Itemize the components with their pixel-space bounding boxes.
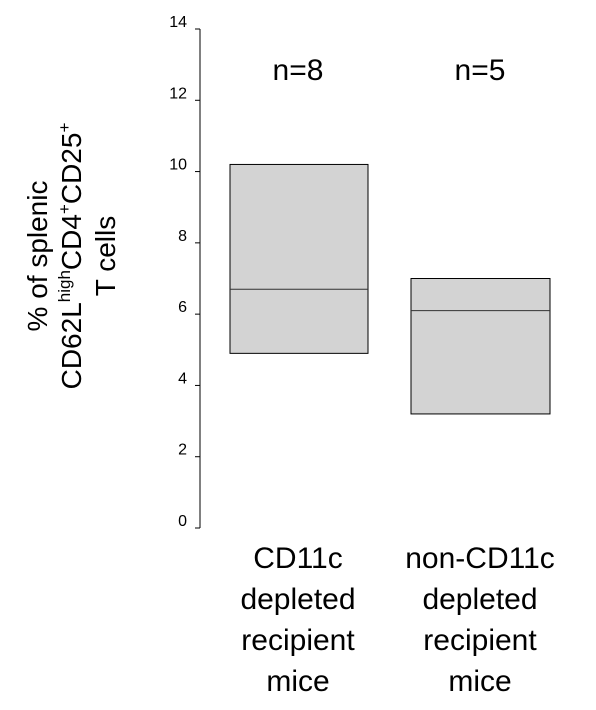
- box-2: [410, 278, 551, 415]
- category-label-1-line-4: mice: [266, 665, 329, 698]
- n-label-1: n=8: [273, 54, 324, 87]
- y-tick-label: 10: [169, 157, 187, 174]
- y-tick-label: 12: [169, 85, 187, 102]
- y-title-cd62l: CD62L: [56, 302, 87, 389]
- y-axis: 0 2 4 6 8 10 12 14: [169, 14, 201, 530]
- y-axis-title: % of splenic CD62LhighCD4+CD25+ T cells: [22, 123, 121, 390]
- y-tick-label: 4: [178, 370, 187, 387]
- boxes: [229, 163, 551, 415]
- y-title-cd4: CD4: [56, 214, 87, 270]
- category-label-1-line-2: depleted: [240, 583, 355, 616]
- category-label-2-line-4: mice: [448, 665, 511, 698]
- y-axis-title-line-3: T cells: [90, 216, 121, 296]
- y-title-plus-superscript-1: +: [55, 204, 74, 214]
- y-tick-label: 2: [178, 442, 187, 459]
- y-axis-title-line-2: CD62LhighCD4+CD25+: [55, 123, 87, 390]
- y-tick-label: 0: [178, 513, 187, 530]
- category-labels: n=8 CD11c depleted recipient mice n=5 non-CD11…: [240, 54, 554, 698]
- category-label-2-line-2: depleted: [422, 583, 537, 616]
- y-title-plus-superscript-2: +: [55, 123, 74, 133]
- y-title-cd25: CD25: [56, 133, 87, 205]
- category-label-1-line-3: recipient: [241, 624, 355, 657]
- category-label-2-line-3: recipient: [423, 624, 537, 657]
- box-1: [229, 163, 369, 354]
- n-label-2: n=5: [455, 54, 506, 87]
- y-axis-title-line-1: % of splenic: [22, 181, 53, 332]
- y-tick-label: 14: [169, 14, 187, 31]
- y-tick-label: 6: [178, 299, 187, 316]
- y-tick-label: 8: [178, 228, 187, 245]
- category-label-1-line-1: CD11c: [253, 542, 342, 575]
- category-label-2-line-1: non-CD11c: [405, 542, 555, 575]
- y-title-high-superscript: high: [55, 270, 74, 302]
